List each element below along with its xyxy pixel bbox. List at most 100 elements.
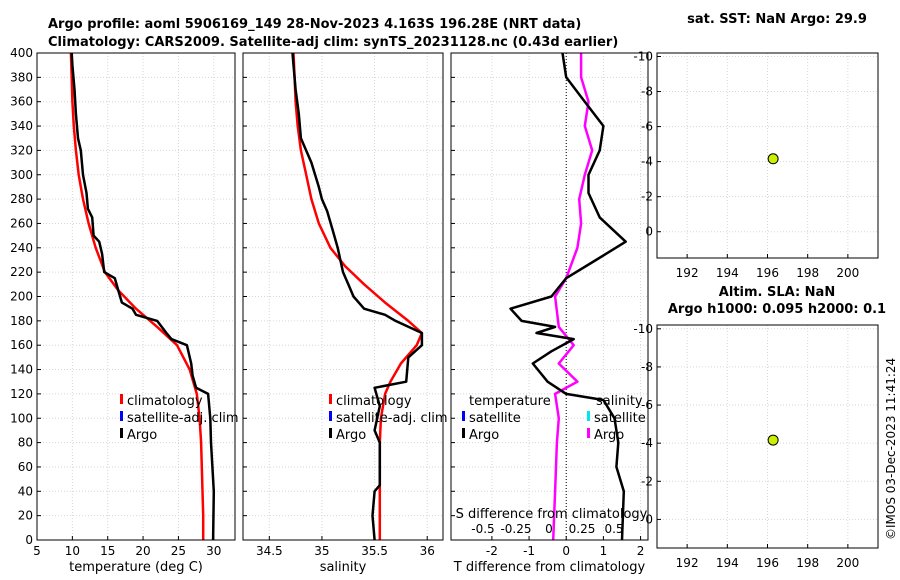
y-tick-label: -10 bbox=[633, 322, 653, 336]
salinity-legend-item-label: Argo bbox=[336, 428, 366, 443]
temperature-legend-item-swatch bbox=[120, 428, 123, 438]
y-tick-label: 20 bbox=[18, 509, 33, 523]
x-tick-label: 196 bbox=[756, 266, 779, 280]
difference-series-salinity-argo bbox=[551, 53, 594, 541]
salinity-legend-item: satellite-adj. clim bbox=[329, 411, 448, 426]
salinity-xlabel: salinity bbox=[320, 560, 367, 575]
x-tick-label: 192 bbox=[676, 266, 699, 280]
sla-grid bbox=[657, 325, 878, 548]
y-tick-label: -6 bbox=[641, 120, 653, 134]
x-tick-label: 0 bbox=[562, 544, 570, 558]
legend-temp-satellite: satellite bbox=[462, 411, 521, 426]
y-tick-label: -4 bbox=[641, 155, 653, 169]
sla-subtitle: Argo h1000: 0.095 h2000: 0.1 bbox=[668, 302, 886, 317]
temperature-xlabel: temperature (deg C) bbox=[69, 560, 203, 575]
x-tick-label: 35 bbox=[314, 544, 329, 558]
legend-salinity-title: salinity bbox=[596, 394, 643, 409]
legend-sal-satellite-swatch bbox=[587, 411, 590, 421]
x-tick-label: 194 bbox=[716, 266, 739, 280]
y-tick-label: 180 bbox=[10, 314, 33, 328]
legend-temp-argo: Argo bbox=[462, 428, 499, 443]
salinity-grid bbox=[243, 52, 443, 541]
temperature-legend-item: satellite-adj. clim bbox=[120, 411, 239, 426]
temperature-legend-item-label: satellite-adj. clim bbox=[127, 411, 239, 426]
sla-float-marker bbox=[767, 434, 779, 446]
title-line-1: Argo profile: aoml 5906169_149 28-Nov-20… bbox=[48, 17, 581, 32]
x-tick-label: 25 bbox=[171, 544, 186, 558]
difference-x-ticks: -2 -1 0 1 2 bbox=[486, 536, 644, 558]
y-tick-label: 0 bbox=[645, 512, 653, 526]
legend-sal-argo: Argo bbox=[587, 428, 624, 443]
y-tick-label: 160 bbox=[10, 338, 33, 352]
x-tick-label: 20 bbox=[135, 544, 150, 558]
x-tick-label: 1 bbox=[600, 544, 608, 558]
y-tick-label: 400 bbox=[10, 46, 33, 60]
y-tick-label: 320 bbox=[10, 143, 33, 157]
top-tick-label: 0 bbox=[545, 522, 553, 536]
sst-grid bbox=[657, 53, 878, 258]
y-tick-label: 60 bbox=[18, 460, 33, 474]
sst-title: sat. SST: NaN Argo: 29.9 bbox=[687, 12, 867, 27]
y-tick-label: 300 bbox=[10, 168, 33, 182]
y-tick-label: 240 bbox=[10, 241, 33, 255]
legend-sal-satellite: satellite bbox=[587, 411, 646, 426]
sla-y-ticks: 0 -2 -4 -6 -8 -10 bbox=[633, 322, 661, 526]
sla-x-ticks: 192 194 196 198 200 bbox=[676, 544, 859, 570]
sst-x-ticks: 192 194 196 198 200 bbox=[676, 254, 859, 280]
salinity-legend-item-label: climatology bbox=[336, 394, 412, 409]
temperature-legend-item: climatology bbox=[120, 394, 203, 409]
timestamp-stamp: ©IMOS 03-Dec-2023 11:41:24 bbox=[884, 358, 898, 540]
y-tick-label: 40 bbox=[18, 484, 33, 498]
y-tick-label: 120 bbox=[10, 387, 33, 401]
temperature-grid bbox=[36, 52, 235, 541]
difference-top-ticks: -0.5 -0.25 0 0.25 0.5 bbox=[471, 522, 623, 536]
difference-xlabel: T difference from climatology bbox=[453, 560, 646, 575]
temperature-legend-item-label: climatology bbox=[127, 394, 203, 409]
salinity-y-ticks bbox=[243, 52, 247, 541]
y-tick-label: 260 bbox=[10, 216, 33, 230]
salinity-legend-item-swatch bbox=[329, 394, 332, 404]
x-tick-label: 196 bbox=[756, 556, 779, 570]
temperature-legend-item-swatch bbox=[120, 411, 123, 421]
salinity-x-ticks: 34.5 35 35.5 36 bbox=[256, 536, 435, 558]
x-tick-label: 5 bbox=[33, 544, 41, 558]
top-tick-label: 0.5 bbox=[604, 522, 623, 536]
y-tick-label: 220 bbox=[10, 265, 33, 279]
legend-temperature-title: temperature bbox=[469, 394, 551, 409]
temperature-legend-item: Argo bbox=[120, 428, 157, 443]
legend-sal-argo-label: Argo bbox=[594, 428, 624, 443]
y-tick-label: 0 bbox=[645, 225, 653, 239]
x-tick-label: 15 bbox=[100, 544, 115, 558]
salinity-legend-item-swatch bbox=[329, 428, 332, 438]
y-tick-label: 140 bbox=[10, 363, 33, 377]
y-tick-label: 80 bbox=[18, 436, 33, 450]
y-tick-label: -2 bbox=[641, 190, 653, 204]
x-tick-label: 36 bbox=[420, 544, 435, 558]
y-tick-label: -6 bbox=[641, 398, 653, 412]
x-tick-label: 34.5 bbox=[256, 544, 283, 558]
temperature-legend-item-swatch bbox=[120, 394, 123, 404]
x-tick-label: 10 bbox=[65, 544, 80, 558]
y-tick-label: 280 bbox=[10, 192, 33, 206]
x-tick-label: 35.5 bbox=[361, 544, 388, 558]
x-tick-label: 194 bbox=[716, 556, 739, 570]
difference-xlabel-top: S difference from climatology bbox=[456, 507, 648, 522]
legend-temp-satellite-swatch bbox=[462, 411, 465, 421]
temperature-legend-item-label: Argo bbox=[127, 428, 157, 443]
sst-y-ticks: 0 -2 -4 -6 -8 -10 bbox=[633, 50, 661, 239]
title-line-2: Climatology: CARS2009. Satellite-adj cli… bbox=[48, 35, 618, 50]
legend-sal-argo-swatch bbox=[587, 428, 590, 438]
y-tick-label: 340 bbox=[10, 119, 33, 133]
x-tick-label: 200 bbox=[836, 266, 859, 280]
x-tick-label: -1 bbox=[523, 544, 535, 558]
legend-temp-argo-label: Argo bbox=[469, 428, 499, 443]
y-tick-label: 360 bbox=[10, 95, 33, 109]
y-tick-label: -10 bbox=[633, 50, 653, 64]
x-tick-label: 192 bbox=[676, 556, 699, 570]
y-tick-label: 100 bbox=[10, 411, 33, 425]
sla-title: Altim. SLA: NaN bbox=[719, 285, 835, 300]
difference-series-temperature-argo bbox=[509, 52, 627, 541]
y-tick-label: 380 bbox=[10, 70, 33, 84]
top-tick-label: -0.25 bbox=[500, 522, 531, 536]
